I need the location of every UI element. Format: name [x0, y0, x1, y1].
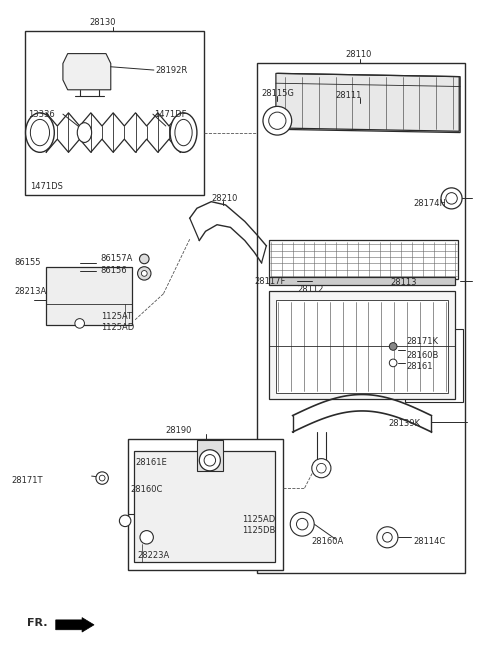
- Circle shape: [204, 455, 216, 466]
- Circle shape: [389, 359, 397, 367]
- Circle shape: [75, 319, 84, 328]
- Ellipse shape: [30, 119, 49, 146]
- Text: 28223A: 28223A: [137, 550, 169, 560]
- Circle shape: [377, 527, 398, 548]
- Text: 28160B: 28160B: [407, 350, 439, 360]
- Circle shape: [297, 518, 308, 530]
- Bar: [197, 440, 223, 471]
- Circle shape: [138, 267, 151, 280]
- Circle shape: [263, 106, 292, 135]
- Text: 28174H: 28174H: [413, 199, 446, 208]
- Text: 1125AT: 1125AT: [101, 312, 132, 321]
- Circle shape: [140, 254, 149, 264]
- Bar: [257, 63, 465, 574]
- Circle shape: [140, 531, 154, 544]
- FancyArrow shape: [56, 618, 94, 632]
- Text: 28115G: 28115G: [262, 88, 294, 98]
- Circle shape: [99, 475, 105, 481]
- Circle shape: [317, 463, 326, 473]
- Circle shape: [383, 533, 392, 542]
- Polygon shape: [276, 73, 460, 133]
- Text: 28160A: 28160A: [312, 537, 344, 546]
- Text: 28171T: 28171T: [11, 476, 43, 484]
- Text: 28190: 28190: [166, 426, 192, 435]
- Circle shape: [446, 193, 457, 204]
- Polygon shape: [63, 53, 111, 90]
- Text: 28160C: 28160C: [130, 484, 162, 494]
- Text: 1471DS: 1471DS: [30, 182, 63, 191]
- Text: 86156: 86156: [100, 265, 127, 275]
- Bar: [269, 290, 456, 399]
- Bar: [405, 329, 463, 403]
- Text: 28171K: 28171K: [407, 337, 439, 346]
- Ellipse shape: [77, 123, 92, 143]
- Circle shape: [290, 512, 314, 536]
- Text: 28161: 28161: [407, 362, 433, 372]
- Circle shape: [96, 472, 108, 484]
- Text: 1125DB: 1125DB: [242, 525, 276, 535]
- Circle shape: [389, 343, 397, 350]
- Ellipse shape: [170, 113, 197, 152]
- Circle shape: [120, 515, 131, 527]
- Text: 28161E: 28161E: [136, 459, 168, 467]
- Text: 86157A: 86157A: [100, 254, 132, 263]
- Circle shape: [142, 271, 147, 277]
- Bar: [276, 300, 448, 393]
- Text: 28192R: 28192R: [156, 65, 188, 75]
- Ellipse shape: [25, 113, 54, 152]
- Text: 28213A: 28213A: [14, 287, 47, 296]
- Text: 28113: 28113: [391, 278, 417, 287]
- Circle shape: [269, 112, 286, 129]
- Text: 1125AD: 1125AD: [101, 323, 134, 332]
- Circle shape: [312, 459, 331, 478]
- Text: 1125AD: 1125AD: [242, 515, 276, 524]
- Text: 28130: 28130: [89, 18, 116, 27]
- Bar: [269, 240, 458, 279]
- Ellipse shape: [175, 119, 192, 146]
- Circle shape: [199, 449, 220, 471]
- Circle shape: [441, 188, 462, 209]
- Text: 28112: 28112: [298, 284, 324, 294]
- Text: 13336: 13336: [28, 110, 55, 119]
- Text: 28139K: 28139K: [388, 419, 420, 428]
- Text: FR.: FR.: [27, 618, 48, 628]
- Text: 28114C: 28114C: [413, 537, 445, 546]
- Bar: [269, 277, 456, 285]
- Text: 28210: 28210: [211, 194, 238, 203]
- Text: 28110: 28110: [345, 50, 372, 59]
- Bar: [24, 30, 204, 195]
- Bar: [128, 439, 283, 570]
- Text: 28117F: 28117F: [254, 277, 286, 286]
- Bar: [134, 451, 275, 562]
- Bar: [46, 267, 132, 325]
- Text: 86155: 86155: [14, 258, 41, 267]
- Text: 28111: 28111: [336, 90, 362, 100]
- Text: 1471DF: 1471DF: [154, 110, 186, 119]
